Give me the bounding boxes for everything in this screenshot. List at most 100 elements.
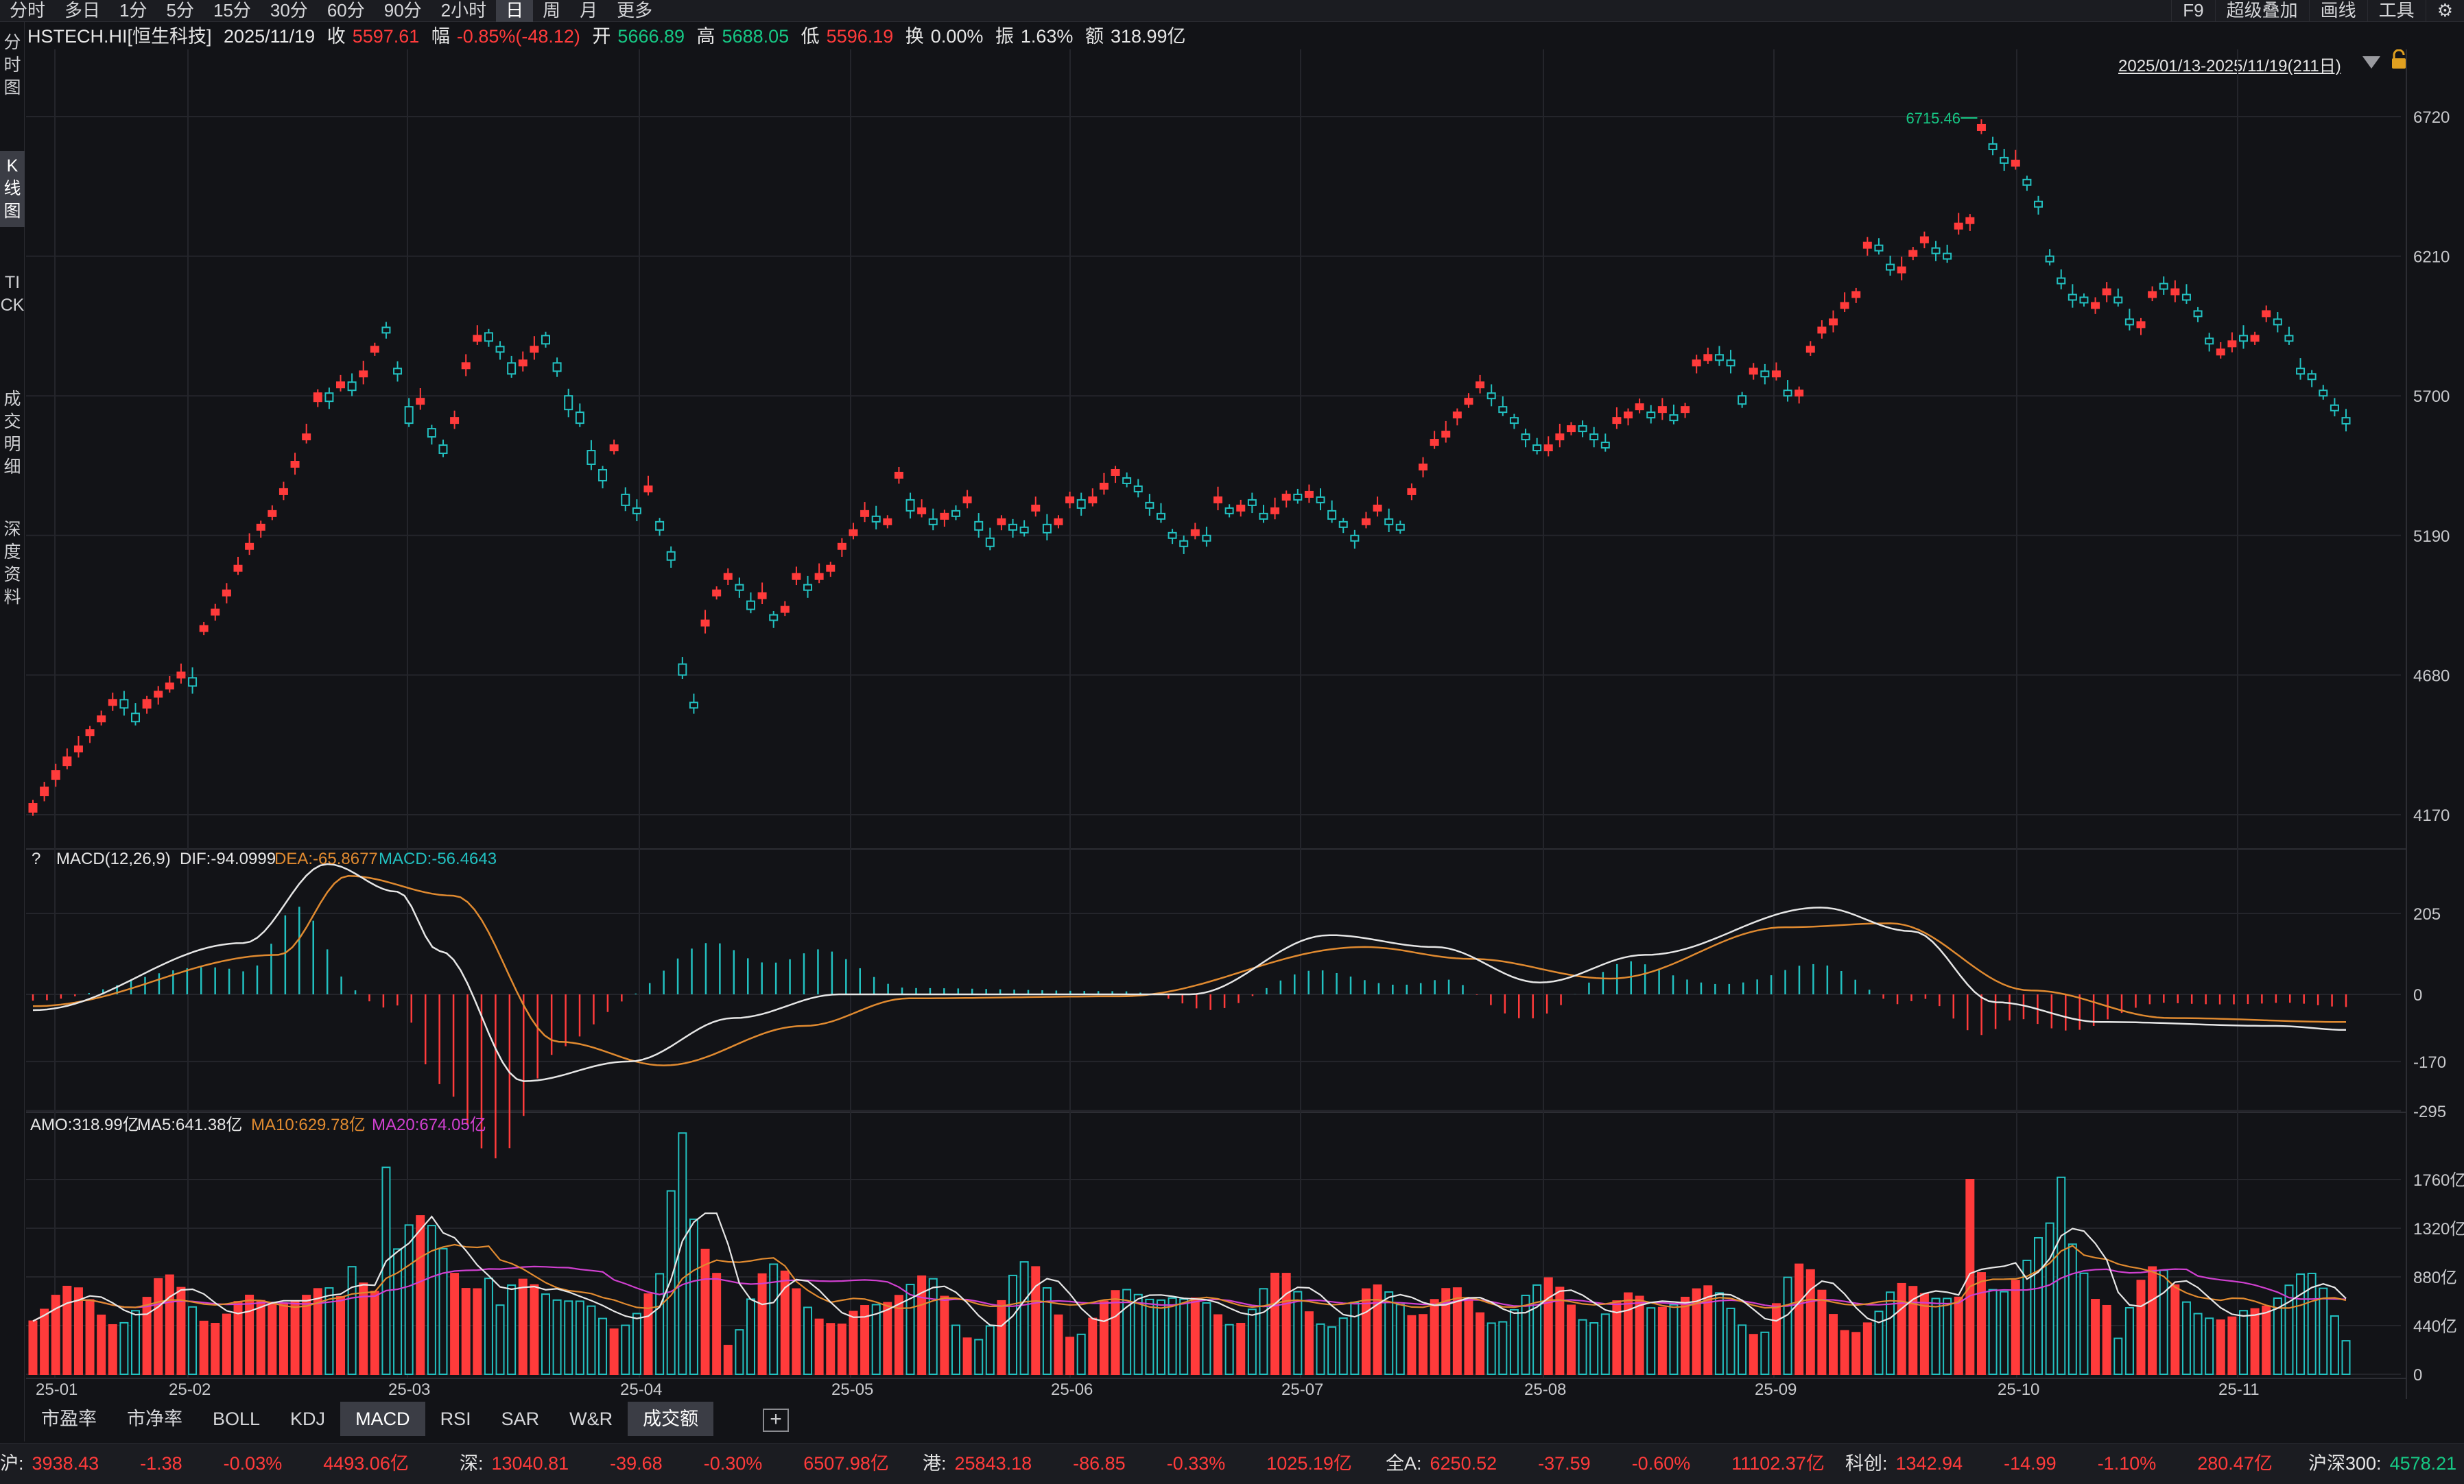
candle	[530, 346, 539, 353]
volume-bar	[1419, 1314, 1428, 1375]
sidebar-tab-1[interactable]: K线图	[0, 151, 25, 227]
volume-bar	[73, 1287, 83, 1376]
volume-bar	[495, 1304, 505, 1375]
volume-bar	[2307, 1272, 2317, 1375]
candle	[1509, 417, 1519, 424]
indicator-tab-8[interactable]: 成交额	[628, 1402, 714, 1436]
indicator-tab-0[interactable]: 市盈率	[41, 1409, 97, 1429]
indicator-tab-2[interactable]: BOLL	[213, 1409, 261, 1429]
candle	[2216, 348, 2225, 356]
period-tab-3[interactable]: 5分	[166, 0, 194, 21]
period-tab-9[interactable]: 日	[496, 0, 534, 22]
volume-bar	[1657, 1306, 1667, 1376]
ticker-item[interactable]: 全A: 6250.52 -37.59 -0.60% 11102.37亿	[1386, 1444, 1825, 1483]
volume-bar	[1498, 1321, 1508, 1376]
sidebar-tab-label: 分时图	[3, 33, 21, 97]
macd-label-name: MACD(12,26,9)	[56, 850, 171, 868]
tool-button-0[interactable]: F9	[2171, 0, 2214, 22]
volume-bar	[1749, 1334, 1758, 1376]
period-tab-2[interactable]: 1分	[119, 0, 147, 21]
period-tab-10[interactable]: 周	[543, 0, 561, 21]
candle	[347, 381, 357, 392]
volume-bar	[1874, 1311, 1884, 1376]
candle	[2170, 288, 2180, 296]
candle	[2330, 404, 2339, 411]
period-tab-12[interactable]: 更多	[617, 0, 653, 21]
volume-bar	[1145, 1298, 1154, 1375]
sidebar-tab-3[interactable]: 成交明细	[0, 384, 25, 483]
tool-button-1[interactable]: 超级叠加	[2214, 0, 2309, 22]
candle	[1555, 433, 1565, 441]
close-value: 5597.61	[352, 26, 420, 47]
period-tab-8[interactable]: 2小时	[440, 0, 487, 21]
volume-bar	[2296, 1273, 2306, 1375]
volume-bar	[2205, 1317, 2214, 1375]
candle	[416, 398, 425, 405]
candle	[438, 444, 448, 455]
period-tab-11[interactable]: 月	[580, 0, 598, 21]
volume-bar	[1612, 1300, 1622, 1375]
indicator-tab-6[interactable]: SAR	[501, 1409, 540, 1429]
ticker-item[interactable]: 科创: 1342.94 -14.99 -1.10% 280.47亿	[1845, 1444, 2273, 1483]
period-tab-6[interactable]: 60分	[327, 0, 365, 21]
tool-button-2[interactable]: 画线	[2308, 0, 2367, 22]
volume-bar	[142, 1297, 152, 1375]
ticker-item[interactable]: 沪: 3938.43 -1.38 -0.03% 4493.06亿	[0, 1444, 409, 1483]
indicator-tab-4[interactable]: MACD	[340, 1402, 425, 1436]
candle	[632, 507, 641, 514]
indicator-tab-7[interactable]: W&R	[569, 1409, 613, 1429]
candle	[313, 392, 322, 403]
price-tick: 5190	[2413, 527, 2450, 546]
ticker-pct: -1.10%	[2097, 1453, 2157, 1474]
candle	[1498, 406, 1508, 414]
volume-bar	[689, 1218, 698, 1375]
period-tab-5[interactable]: 30分	[270, 0, 308, 21]
candle	[997, 518, 1006, 525]
volume-bar	[1304, 1311, 1314, 1376]
candle	[723, 573, 733, 580]
volume-bar	[28, 1320, 38, 1375]
candle	[165, 682, 174, 690]
gear-icon[interactable]: ⚙	[2425, 0, 2464, 22]
candle	[962, 496, 972, 503]
candle	[1726, 359, 1736, 367]
volume-bar	[1624, 1292, 1633, 1375]
period-tab-1[interactable]: 多日	[64, 0, 101, 21]
period-tab-7[interactable]: 90分	[383, 0, 422, 21]
period-tab-4[interactable]: 15分	[213, 0, 251, 21]
add-indicator-button[interactable]: +	[763, 1409, 789, 1432]
indicator-tab-1[interactable]: 市净率	[127, 1409, 182, 1429]
candle	[1840, 302, 1849, 309]
volume-bar	[712, 1273, 722, 1375]
sidebar-tab-2[interactable]: TICK	[0, 267, 25, 321]
date-range-selector[interactable]: 2025/01/13-2025/11/19(211日)	[2118, 57, 2341, 75]
volume-bar	[245, 1294, 254, 1376]
candle	[2057, 277, 2066, 285]
volume-bar	[211, 1323, 220, 1375]
candle	[51, 770, 60, 780]
lock-icon[interactable]	[2390, 49, 2408, 70]
candle	[2341, 417, 2351, 424]
indicator-tab-3[interactable]: KDJ	[290, 1409, 326, 1429]
sidebar-tab-0[interactable]: 分时图	[0, 27, 25, 104]
candle	[154, 691, 163, 698]
tool-button-3[interactable]: 工具	[2367, 0, 2426, 22]
candle	[1133, 485, 1143, 492]
ticker-item[interactable]: 深: 13040.81 -39.68 -0.30% 6507.98亿	[460, 1444, 889, 1483]
volume-bar	[1509, 1309, 1519, 1375]
candle	[792, 573, 801, 580]
volume-bar	[894, 1295, 903, 1375]
candle	[1874, 244, 1884, 252]
candle	[2250, 335, 2260, 342]
volume-bar	[609, 1328, 619, 1376]
volume-label-amo: AMO:318.99亿	[30, 1116, 139, 1134]
candle	[643, 485, 653, 492]
indicator-tab-5[interactable]: RSI	[440, 1409, 471, 1429]
ticker-item[interactable]: 沪深300: 4578.21	[2308, 1444, 2456, 1483]
ticker-item[interactable]: 港: 25843.18 -86.85 -0.33% 1025.19亿	[923, 1444, 1352, 1483]
chevron-down-icon[interactable]	[2362, 56, 2380, 69]
candle	[1361, 518, 1371, 525]
sidebar-tab-4[interactable]: 深度资料	[0, 514, 25, 613]
period-tab-0[interactable]: 分时	[10, 0, 46, 21]
volume-bar	[1236, 1322, 1246, 1375]
